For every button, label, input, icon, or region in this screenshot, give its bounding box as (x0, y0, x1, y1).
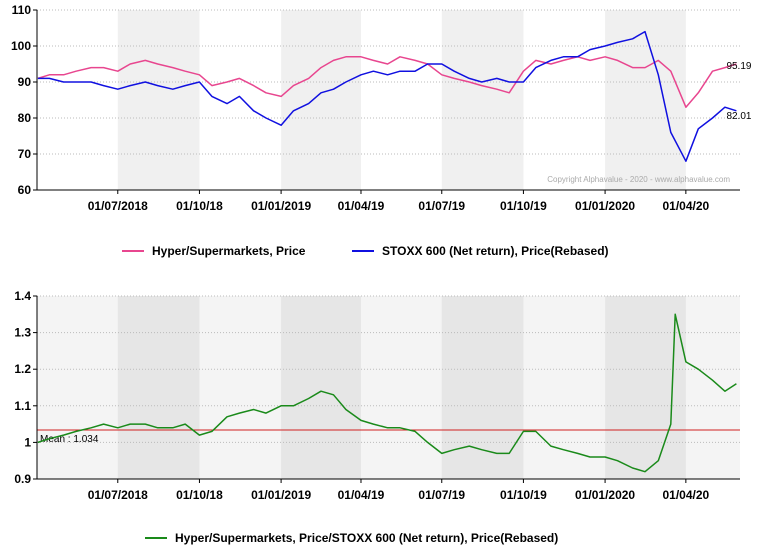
x-tick-label: 01/07/19 (418, 488, 465, 502)
y-tick-label: 1.3 (14, 326, 31, 340)
legend-label: Hyper/Supermarkets, Price/STOXX 600 (Net… (175, 531, 558, 545)
x-tick-label: 01/10/19 (500, 488, 547, 502)
mean-label: Mean : 1.034 (40, 434, 99, 445)
series-line-1 (37, 56, 737, 108)
quarter-band (281, 10, 361, 190)
x-tick-label: 01/01/2019 (251, 199, 311, 213)
x-tick-label: 01/04/20 (662, 199, 709, 213)
end-value-label: 95.19 (726, 61, 751, 72)
y-tick-label: 90 (18, 75, 32, 89)
y-tick-label: 100 (11, 39, 31, 53)
series-line-2 (37, 30, 737, 162)
legend-label: Hyper/Supermarkets, Price (152, 244, 306, 258)
x-tick-label: 01/10/19 (500, 199, 547, 213)
quarter-band (117, 296, 200, 479)
y-tick-label: 80 (18, 111, 32, 125)
x-tick-label: 01/01/2020 (575, 488, 635, 502)
quarter-band (281, 296, 361, 479)
x-tick-label: 01/04/19 (338, 199, 385, 213)
quarter-band (441, 10, 524, 190)
legend: Hyper/Supermarkets, Price/STOXX 600 (Net… (145, 531, 558, 545)
end-value-label: 82.01 (726, 111, 751, 122)
quarter-band (117, 10, 200, 190)
y-tick-label: 1.1 (14, 399, 31, 413)
copyright-text: Copyright Alphavalue - 2020 - www.alphav… (547, 175, 730, 184)
x-tick-label: 01/10/18 (176, 488, 223, 502)
legend: Hyper/Supermarkets, Price STOXX 600 (Net … (122, 244, 609, 258)
y-tick-label: 70 (18, 147, 32, 161)
y-tick-label: 1.2 (14, 362, 31, 376)
x-tick-label: 01/07/2018 (88, 488, 148, 502)
legend-label: STOXX 600 (Net return), Price(Rebased) (382, 244, 609, 258)
x-tick-label: 01/10/18 (176, 199, 223, 213)
x-tick-label: 01/01/2020 (575, 199, 635, 213)
chart-panel-1: 95.19 82.01 60 70 80 90 100 110 01/07/2018 01/10/… (11, 3, 752, 213)
x-tick-label: 01/07/19 (418, 199, 465, 213)
x-tick-label: 01/01/2019 (251, 488, 311, 502)
quarter-band (605, 296, 686, 479)
series-line-1 (37, 313, 737, 473)
chart-panel-2: Mean : 1.034 0.9 1 1.1 1.2 1.3 1.4 01/07/2018 01… (14, 289, 740, 502)
x-tick-label: 01/07/2018 (88, 199, 148, 213)
y-tick-label: 1 (24, 435, 31, 449)
y-tick-label: 60 (18, 183, 32, 197)
y-tick-label: 1.4 (14, 289, 31, 303)
quarter-band (441, 296, 524, 479)
y-tick-label: 0.9 (14, 472, 31, 486)
quarter-band (605, 10, 686, 190)
y-tick-label: 110 (12, 3, 32, 17)
x-tick-label: 01/04/20 (662, 488, 709, 502)
x-tick-label: 01/04/19 (338, 488, 385, 502)
